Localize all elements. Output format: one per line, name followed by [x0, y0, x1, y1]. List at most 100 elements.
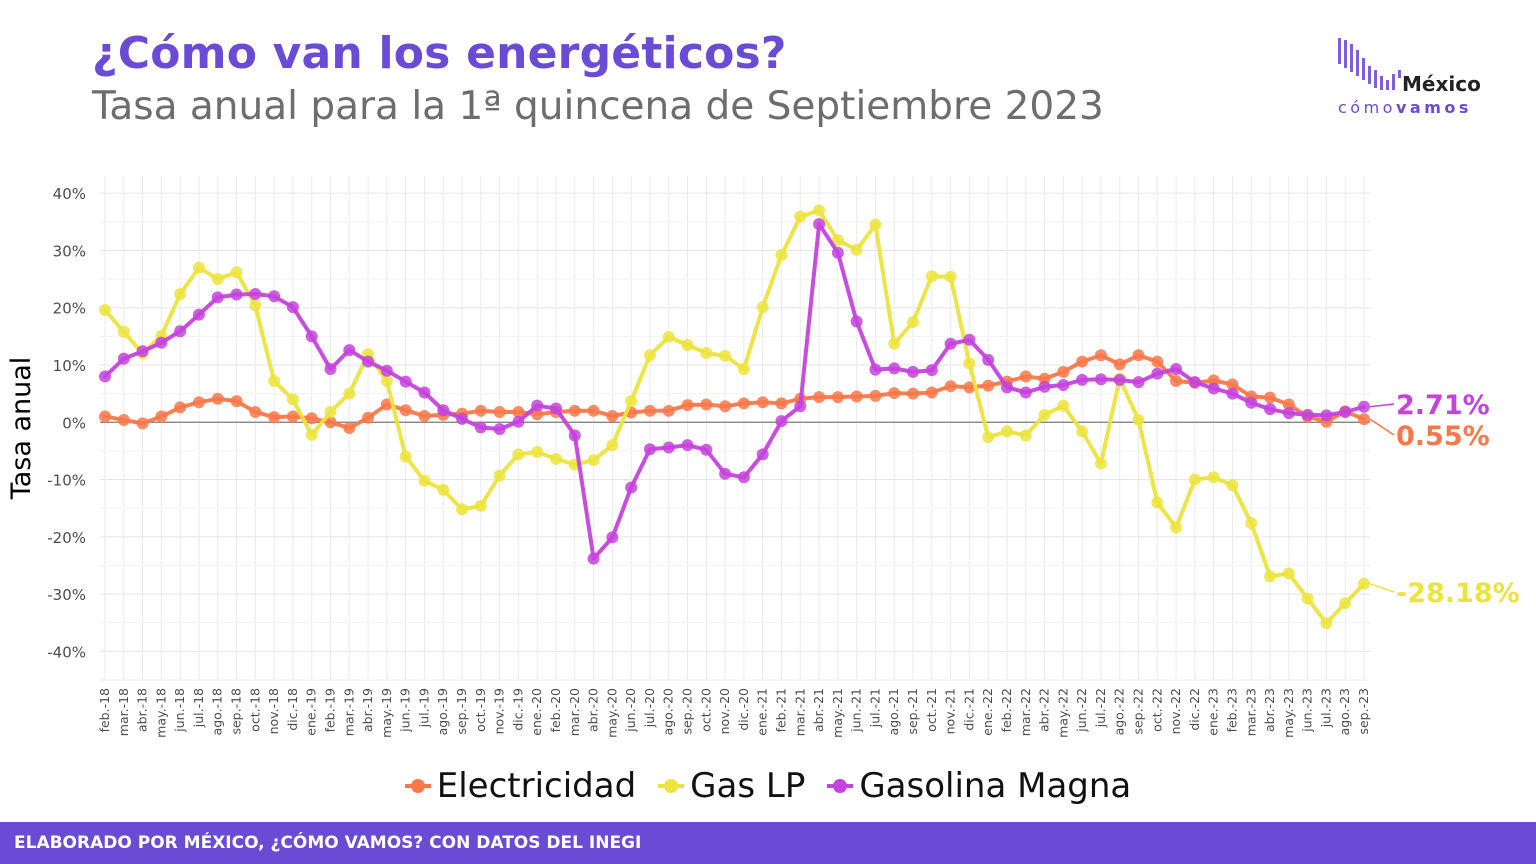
- x-tick-label: ago.-23: [1337, 688, 1352, 735]
- mexico-como-vamos-logo: México cómovamos: [1336, 36, 1506, 126]
- data-point: [474, 421, 487, 434]
- data-point: [456, 503, 469, 516]
- chart-subtitle: Tasa anual para la 1ª quincena de Septie…: [92, 84, 1104, 129]
- data-point: [286, 410, 299, 423]
- data-point: [1132, 349, 1145, 362]
- x-tick-label: mar.-23: [1243, 688, 1258, 736]
- data-point: [230, 395, 243, 408]
- x-tick-label: ene.-23: [1206, 688, 1221, 736]
- data-point: [982, 379, 995, 392]
- data-point: [756, 301, 769, 314]
- data-point: [681, 338, 694, 351]
- data-point: [380, 364, 393, 377]
- data-point: [531, 408, 544, 421]
- data-point: [1038, 408, 1051, 421]
- data-point: [1151, 496, 1164, 509]
- data-point: [249, 299, 262, 312]
- legend-label-gas-lp: Gas LP: [690, 766, 806, 806]
- data-point: [625, 395, 638, 408]
- data-point: [1094, 457, 1107, 470]
- legend-swatch-gasolina-magna: [827, 773, 854, 799]
- data-point: [606, 531, 619, 544]
- data-point: [869, 218, 882, 231]
- data-point: [531, 446, 544, 459]
- y-tick-label: 10%: [53, 357, 86, 375]
- data-point: [1057, 399, 1070, 412]
- x-tick-label: may.-22: [1055, 688, 1070, 738]
- data-point: [813, 204, 826, 217]
- y-tick-label: 20%: [53, 300, 86, 318]
- data-point: [1339, 597, 1352, 610]
- data-point: [944, 337, 957, 350]
- x-tick-label: abr.-20: [586, 688, 601, 732]
- data-point: [1132, 413, 1145, 426]
- x-tick-label: jun.-23: [1300, 688, 1315, 733]
- data-point: [869, 363, 882, 376]
- data-point: [286, 301, 299, 314]
- data-point: [775, 249, 788, 262]
- data-point: [192, 261, 205, 274]
- data-point: [606, 409, 619, 422]
- x-tick-label: feb.-21: [773, 688, 788, 732]
- data-point: [549, 402, 562, 415]
- data-point: [850, 315, 863, 328]
- data-point: [1264, 570, 1277, 583]
- x-tick-label: feb.-23: [1224, 688, 1239, 732]
- data-point: [99, 410, 111, 423]
- data-point: [1301, 592, 1314, 605]
- x-tick-label: dic.-21: [961, 688, 976, 731]
- data-point: [1245, 517, 1258, 530]
- data-point: [1358, 400, 1370, 413]
- x-tick-label: feb.-20: [548, 688, 563, 732]
- x-tick-label: oct.-18: [247, 688, 262, 732]
- data-point: [1207, 471, 1220, 484]
- data-point: [324, 416, 337, 429]
- data-point: [869, 389, 882, 402]
- end-label-leader: [1369, 582, 1395, 593]
- x-tick-label: ago.-20: [661, 688, 676, 735]
- legend-label-gasolina-magna: Gasolina Magna: [859, 766, 1132, 806]
- data-point: [643, 349, 656, 362]
- data-point: [493, 405, 506, 418]
- data-point: [831, 234, 844, 247]
- data-point: [192, 308, 205, 321]
- data-point: [399, 450, 412, 463]
- x-tick-label: jul.-18: [191, 688, 206, 728]
- line-chart: -40% -30% -20% -10% 0% 10% 20% 30% 40% Tasa anual…: [6, 176, 1520, 738]
- data-point: [136, 417, 149, 430]
- x-tick-label: nov.-22: [1168, 688, 1183, 734]
- x-tick-label: sep.-23: [1356, 688, 1371, 735]
- footer-text: ELABORADO POR MÉXICO, ¿CÓMO VAMOS? CON D…: [14, 833, 642, 853]
- data-point: [1151, 355, 1164, 368]
- data-point: [737, 471, 750, 484]
- end-label: 0.55%: [1396, 421, 1490, 452]
- data-point: [737, 397, 750, 410]
- data-point: [155, 336, 168, 349]
- data-point: [700, 398, 713, 411]
- data-point: [380, 375, 393, 388]
- data-point: [362, 355, 375, 368]
- x-tick-label: ago.-22: [1112, 688, 1127, 735]
- legend-label-electricidad: Electricidad: [436, 766, 637, 806]
- x-tick-label: dic.-20: [736, 688, 751, 731]
- data-point: [963, 333, 976, 346]
- x-tick-label: dic.-19: [510, 688, 525, 731]
- x-tick-label: may.-20: [604, 688, 619, 738]
- x-tick-label: jun.-22: [1074, 688, 1089, 733]
- data-point: [700, 346, 713, 359]
- x-tick-label: feb.-18: [97, 688, 112, 732]
- data-point: [399, 375, 412, 388]
- legend-item-gasolina-magna: Gasolina Magna: [827, 766, 1131, 806]
- data-point: [719, 400, 732, 413]
- data-point: [211, 392, 224, 405]
- data-point: [662, 330, 675, 343]
- data-point: [268, 290, 281, 303]
- logo-word-como-vamos: cómovamos: [1338, 98, 1472, 117]
- data-point: [1019, 429, 1032, 442]
- data-point: [681, 439, 694, 452]
- data-point: [1000, 381, 1013, 394]
- x-tick-label: jul.-21: [867, 688, 882, 728]
- y-tick-label: -30%: [47, 586, 86, 604]
- data-point: [1282, 398, 1295, 411]
- data-point: [305, 412, 318, 425]
